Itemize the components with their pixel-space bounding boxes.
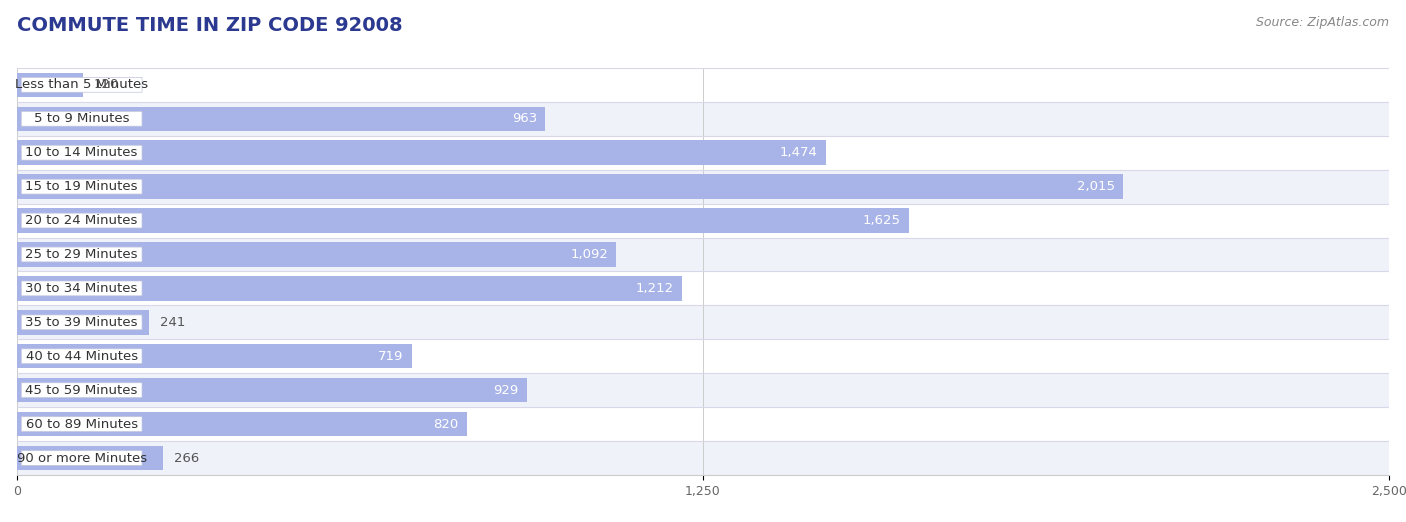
Bar xyxy=(17,208,908,233)
Text: 15 to 19 Minutes: 15 to 19 Minutes xyxy=(25,180,138,193)
FancyBboxPatch shape xyxy=(21,213,142,228)
FancyBboxPatch shape xyxy=(21,349,142,364)
Text: 266: 266 xyxy=(174,452,200,465)
FancyBboxPatch shape xyxy=(21,450,142,466)
Bar xyxy=(17,446,163,470)
Bar xyxy=(17,174,1123,199)
Bar xyxy=(17,242,616,267)
Text: COMMUTE TIME IN ZIP CODE 92008: COMMUTE TIME IN ZIP CODE 92008 xyxy=(17,16,402,34)
Text: 820: 820 xyxy=(433,418,458,431)
FancyBboxPatch shape xyxy=(21,417,142,432)
FancyBboxPatch shape xyxy=(21,247,142,262)
FancyBboxPatch shape xyxy=(21,111,142,126)
Bar xyxy=(17,102,1389,136)
Text: 1,092: 1,092 xyxy=(571,248,607,261)
Text: 40 to 44 Minutes: 40 to 44 Minutes xyxy=(25,350,138,363)
Bar xyxy=(17,106,546,131)
Bar xyxy=(17,305,1389,339)
Bar xyxy=(17,276,682,301)
Text: 30 to 34 Minutes: 30 to 34 Minutes xyxy=(25,282,138,295)
Bar xyxy=(17,170,1389,204)
Text: Less than 5 Minutes: Less than 5 Minutes xyxy=(15,78,148,91)
FancyBboxPatch shape xyxy=(21,315,142,330)
Bar xyxy=(17,310,149,335)
Text: 719: 719 xyxy=(378,350,404,363)
Bar xyxy=(17,73,83,97)
Text: 25 to 29 Minutes: 25 to 29 Minutes xyxy=(25,248,138,261)
FancyBboxPatch shape xyxy=(21,383,142,398)
Text: 5 to 9 Minutes: 5 to 9 Minutes xyxy=(34,112,129,125)
Text: Source: ZipAtlas.com: Source: ZipAtlas.com xyxy=(1256,16,1389,29)
Text: 929: 929 xyxy=(494,384,519,397)
FancyBboxPatch shape xyxy=(21,145,142,160)
Bar xyxy=(17,378,527,402)
Bar xyxy=(17,441,1389,475)
Text: 60 to 89 Minutes: 60 to 89 Minutes xyxy=(25,418,138,431)
FancyBboxPatch shape xyxy=(21,179,142,194)
Bar xyxy=(17,238,1389,271)
Bar xyxy=(17,68,1389,102)
Bar xyxy=(17,140,825,165)
Text: 45 to 59 Minutes: 45 to 59 Minutes xyxy=(25,384,138,397)
Bar xyxy=(17,204,1389,238)
Bar xyxy=(17,271,1389,305)
Bar xyxy=(17,344,412,369)
Text: 241: 241 xyxy=(160,316,186,329)
Text: 20 to 24 Minutes: 20 to 24 Minutes xyxy=(25,214,138,227)
Text: 1,474: 1,474 xyxy=(780,146,818,159)
Text: 963: 963 xyxy=(512,112,537,125)
Bar xyxy=(17,407,1389,441)
Bar xyxy=(17,136,1389,170)
Text: 2,015: 2,015 xyxy=(1077,180,1115,193)
Text: 1,625: 1,625 xyxy=(863,214,901,227)
Text: 1,212: 1,212 xyxy=(636,282,673,295)
FancyBboxPatch shape xyxy=(21,77,142,92)
Bar xyxy=(17,412,467,436)
Bar xyxy=(17,373,1389,407)
Text: 10 to 14 Minutes: 10 to 14 Minutes xyxy=(25,146,138,159)
FancyBboxPatch shape xyxy=(21,281,142,296)
Text: 35 to 39 Minutes: 35 to 39 Minutes xyxy=(25,316,138,329)
Bar xyxy=(17,339,1389,373)
Text: 90 or more Minutes: 90 or more Minutes xyxy=(17,452,146,465)
Text: 120: 120 xyxy=(94,78,120,91)
